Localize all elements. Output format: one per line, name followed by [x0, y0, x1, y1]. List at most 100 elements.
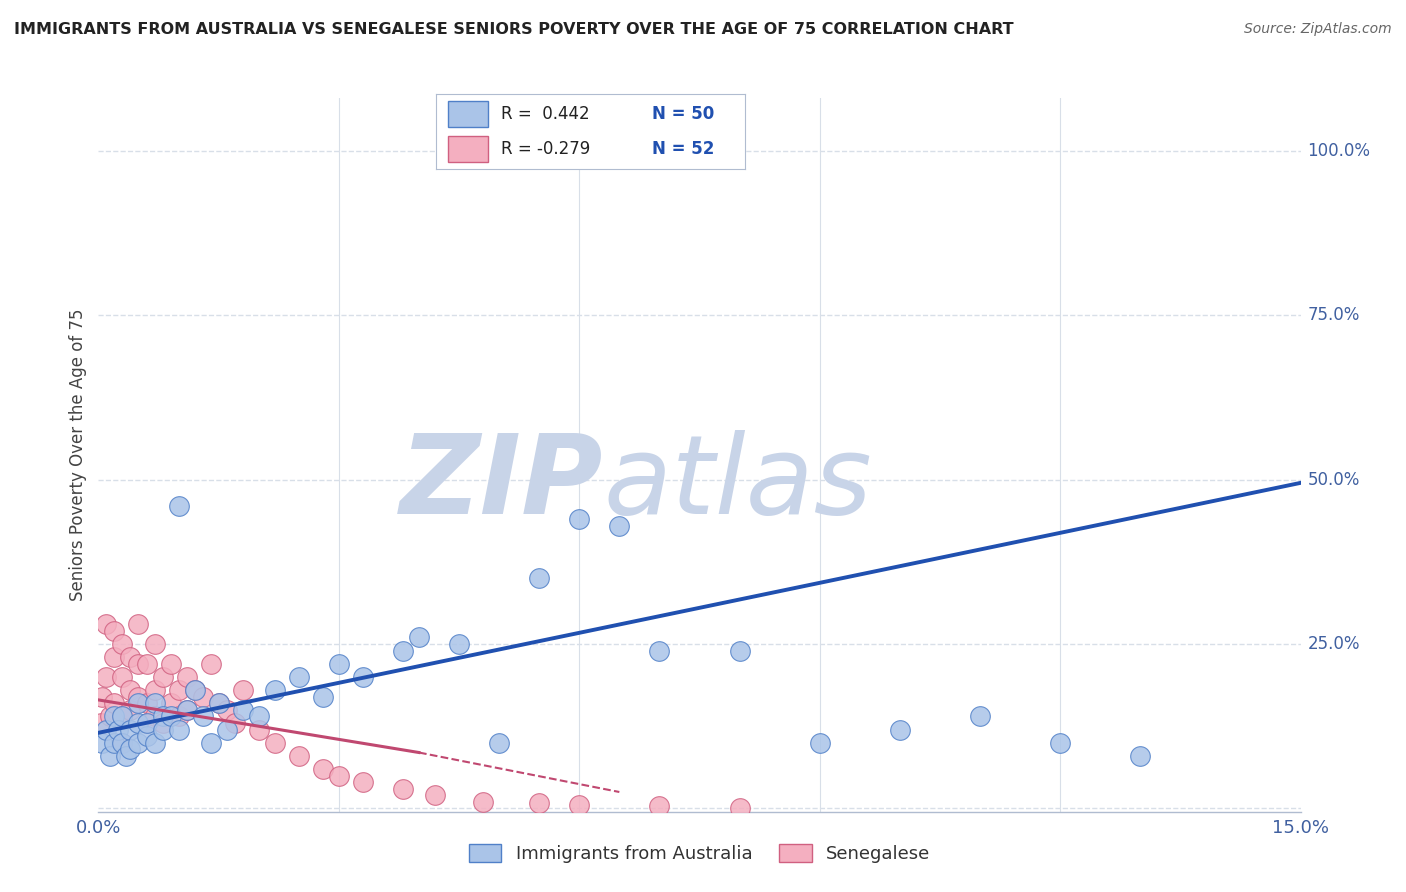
- Point: [96, 723, 118, 737]
- Point: [107, 723, 129, 737]
- Point: [120, 742, 142, 756]
- Point: [1129, 748, 1152, 763]
- Point: [208, 696, 231, 710]
- Point: [96, 617, 118, 632]
- Point: [263, 736, 285, 750]
- Point: [352, 775, 374, 789]
- Point: [128, 696, 150, 710]
- Point: [90, 715, 112, 730]
- Point: [152, 715, 174, 730]
- Point: [91, 690, 114, 704]
- Point: [529, 571, 551, 585]
- Point: [143, 696, 166, 710]
- Text: atlas: atlas: [603, 430, 872, 537]
- Point: [103, 696, 125, 710]
- Point: [288, 748, 311, 763]
- Point: [447, 637, 470, 651]
- Point: [111, 736, 134, 750]
- Point: [176, 703, 198, 717]
- Text: ZIP: ZIP: [399, 430, 603, 537]
- Point: [167, 683, 190, 698]
- Point: [176, 703, 198, 717]
- Point: [159, 709, 181, 723]
- Point: [120, 650, 142, 665]
- Point: [111, 637, 134, 651]
- Point: [488, 736, 510, 750]
- Point: [152, 709, 174, 723]
- Point: [1049, 736, 1071, 750]
- Point: [247, 723, 270, 737]
- Point: [568, 512, 591, 526]
- Point: [103, 736, 125, 750]
- Point: [183, 683, 205, 698]
- Point: [312, 762, 335, 776]
- Text: 75.0%: 75.0%: [1308, 306, 1360, 324]
- Text: 25.0%: 25.0%: [1308, 635, 1360, 653]
- Point: [128, 715, 150, 730]
- Point: [263, 683, 285, 698]
- Point: [143, 709, 166, 723]
- Point: [247, 709, 270, 723]
- Point: [312, 690, 335, 704]
- Point: [135, 657, 157, 671]
- Point: [143, 736, 166, 750]
- Point: [423, 789, 446, 803]
- Point: [111, 709, 134, 723]
- Point: [152, 670, 174, 684]
- Text: 100.0%: 100.0%: [1308, 142, 1371, 160]
- Point: [128, 617, 150, 632]
- Text: R = -0.279: R = -0.279: [501, 140, 591, 158]
- Point: [176, 670, 198, 684]
- Point: [128, 736, 150, 750]
- Legend: Immigrants from Australia, Senegalese: Immigrants from Australia, Senegalese: [461, 837, 938, 871]
- Point: [120, 723, 142, 737]
- Point: [392, 643, 415, 657]
- Point: [288, 670, 311, 684]
- Text: N = 52: N = 52: [652, 140, 714, 158]
- Point: [167, 723, 190, 737]
- Y-axis label: Seniors Poverty Over the Age of 75: Seniors Poverty Over the Age of 75: [69, 309, 87, 601]
- Point: [167, 709, 190, 723]
- Bar: [449, 101, 488, 127]
- Point: [808, 736, 831, 750]
- Point: [100, 748, 122, 763]
- Point: [152, 723, 174, 737]
- Point: [128, 657, 150, 671]
- Point: [111, 709, 134, 723]
- Point: [200, 736, 222, 750]
- Point: [103, 624, 125, 638]
- Point: [183, 683, 205, 698]
- Point: [120, 683, 142, 698]
- Point: [91, 736, 114, 750]
- Point: [392, 781, 415, 796]
- Point: [100, 709, 122, 723]
- Point: [352, 670, 374, 684]
- Point: [167, 499, 190, 513]
- Point: [128, 690, 150, 704]
- Point: [328, 768, 350, 782]
- Point: [568, 798, 591, 813]
- Point: [889, 723, 911, 737]
- Point: [111, 736, 134, 750]
- Point: [200, 657, 222, 671]
- Point: [969, 709, 991, 723]
- Point: [143, 637, 166, 651]
- Point: [143, 683, 166, 698]
- Point: [215, 723, 238, 737]
- Point: [135, 729, 157, 743]
- Point: [408, 631, 430, 645]
- Point: [328, 657, 350, 671]
- Point: [111, 670, 134, 684]
- Point: [120, 703, 142, 717]
- Text: 50.0%: 50.0%: [1308, 471, 1360, 489]
- Point: [728, 801, 751, 815]
- Point: [232, 703, 254, 717]
- Point: [135, 715, 157, 730]
- Text: IMMIGRANTS FROM AUSTRALIA VS SENEGALESE SENIORS POVERTY OVER THE AGE OF 75 CORRE: IMMIGRANTS FROM AUSTRALIA VS SENEGALESE …: [14, 22, 1014, 37]
- Point: [103, 650, 125, 665]
- Text: R =  0.442: R = 0.442: [501, 105, 589, 123]
- Point: [159, 696, 181, 710]
- Point: [609, 518, 631, 533]
- Bar: [449, 136, 488, 161]
- Point: [191, 709, 214, 723]
